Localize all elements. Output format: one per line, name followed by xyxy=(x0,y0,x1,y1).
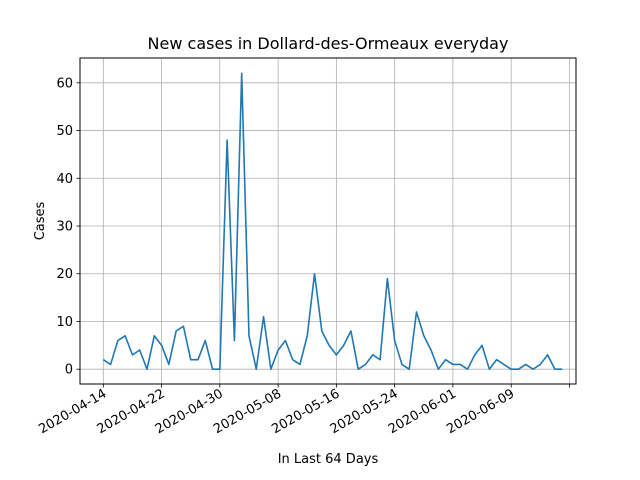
plot-background xyxy=(80,58,576,384)
y-tick-label: 50 xyxy=(56,124,73,139)
y-tick-label: 30 xyxy=(56,220,73,235)
series-line xyxy=(102,72,563,371)
y-tick-label: 0 xyxy=(65,363,73,378)
chart-title: New cases in Dollard-des-Ormeaux everyda… xyxy=(148,34,509,53)
y-tick-label: 40 xyxy=(56,172,73,187)
data-series xyxy=(102,72,563,371)
y-tick-label: 20 xyxy=(56,267,73,282)
grid-lines xyxy=(80,58,576,384)
plot-frame xyxy=(79,57,577,385)
y-tick-label: 10 xyxy=(56,315,73,330)
y-axis-label: Cases xyxy=(33,201,48,240)
x-axis-label: In Last 64 Days xyxy=(278,452,379,467)
y-tick-label: 60 xyxy=(56,76,73,91)
